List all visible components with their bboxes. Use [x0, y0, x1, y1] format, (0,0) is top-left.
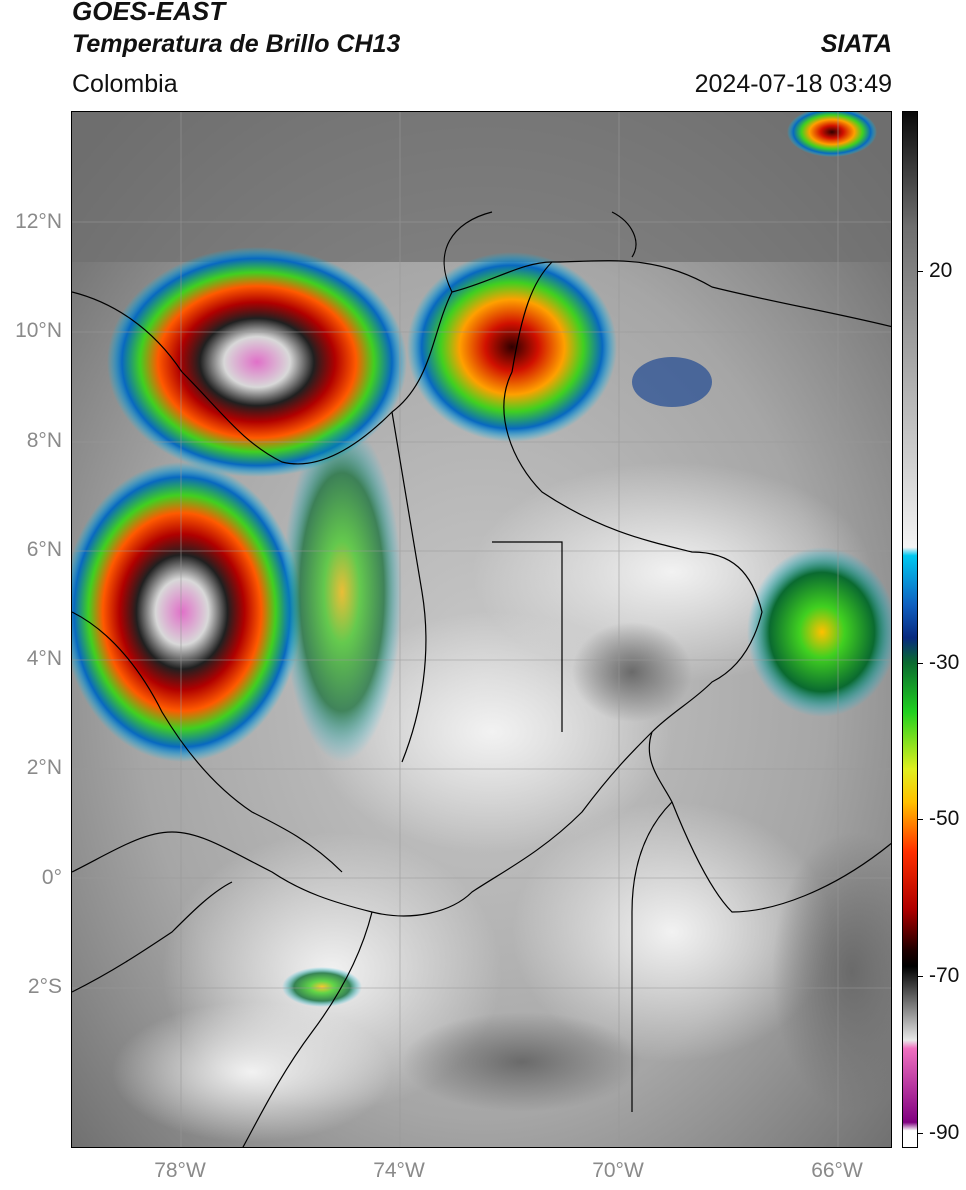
- storm-east: [747, 547, 891, 717]
- storm-northwest: [107, 247, 407, 477]
- lon-tick-70w: 70°W: [592, 1159, 644, 1182]
- caribbean-dark-band: [72, 112, 891, 262]
- map-gridlines: [72, 112, 891, 1147]
- lat-tick-6n: 6°N: [26, 538, 62, 561]
- cloud-dark-3: [572, 622, 692, 722]
- lon-tick-74w: 74°W: [373, 1159, 425, 1182]
- title-product: Temperatura de Brillo CH13: [72, 30, 401, 58]
- lat-tick-2n: 2°N: [26, 756, 62, 779]
- colorbar: [902, 111, 918, 1148]
- map-canvas: [72, 112, 891, 1147]
- colorbar-tick-mark: [917, 976, 923, 977]
- lat-tick-12n: 12°N: [15, 210, 62, 233]
- colorbar-tick-mark: [917, 663, 923, 664]
- storm-small-3: [787, 112, 877, 157]
- lat-tick-2s: 2°S: [27, 975, 62, 998]
- satellite-map: [71, 111, 892, 1148]
- lat-tick-8n: 8°N: [26, 429, 62, 452]
- lon-tick-78w: 78°W: [154, 1159, 206, 1182]
- lat-tick-10n: 10°N: [15, 319, 62, 342]
- storm-corridor: [282, 422, 402, 762]
- cloud-dark-2: [402, 1012, 642, 1112]
- colorbar-label-minus70: -70: [929, 964, 960, 987]
- timestamp-label: 2024-07-18 03:49: [694, 70, 892, 98]
- lat-tick-0: 0°: [41, 866, 62, 889]
- storm-small-1: [282, 967, 362, 1007]
- country-borders: [72, 211, 891, 1147]
- colorbar-label-minus90: -90: [929, 1121, 960, 1144]
- colorbar-label-20: 20: [929, 259, 953, 282]
- colorbar-tick-mark: [917, 819, 923, 820]
- colorbar-label-minus50: -50: [929, 807, 960, 830]
- storm-west: [72, 462, 302, 762]
- colorbar-tick-mark: [917, 1133, 923, 1134]
- colorbar-tick-mark: [917, 271, 923, 272]
- cloud-bright-4: [112, 1002, 392, 1142]
- cloud-bright-3: [512, 802, 832, 1062]
- storm-small-2: [632, 357, 712, 407]
- cloud-dark-1: [772, 832, 891, 1112]
- source-label: SIATA: [820, 30, 892, 58]
- colorbar-label-minus30: -30: [929, 651, 960, 674]
- title-satellite: GOES-EAST: [72, 0, 226, 26]
- storm-north-east: [407, 252, 617, 442]
- lon-tick-66w: 66°W: [811, 1159, 863, 1182]
- lat-tick-4n: 4°N: [26, 647, 62, 670]
- region-label: Colombia: [72, 70, 178, 98]
